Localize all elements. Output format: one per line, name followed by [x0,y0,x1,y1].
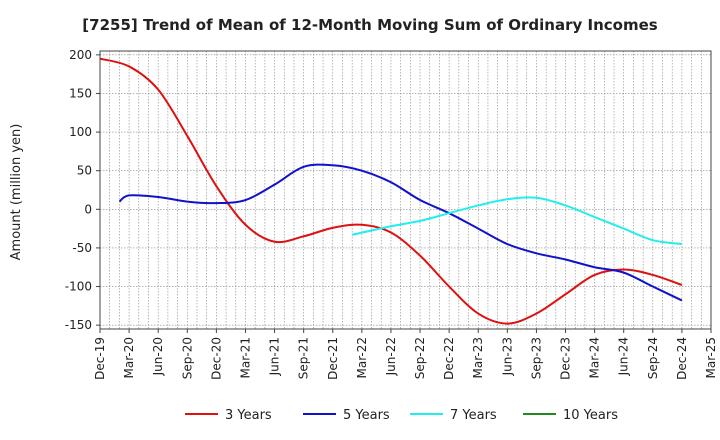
x-tick-label: Mar-22 [355,337,369,378]
x-tick-label: Dec-21 [326,337,340,380]
x-tick-label: Jun-23 [500,337,514,376]
legend-item: 10 Years [523,408,618,423]
plot-border [99,50,712,330]
legend-item: 7 Years [410,408,497,423]
x-tick-label: Sep-20 [180,337,194,379]
x-tick-label: Jun-24 [617,337,631,376]
x-tick-label: Mar-21 [238,337,252,378]
x-tick-label: Sep-23 [529,337,543,379]
series-line-5-years [118,163,683,302]
x-tick-label: Sep-21 [297,337,311,379]
series-line-3-years [99,57,683,325]
x-tick-label: Dec-23 [559,337,573,380]
legend-item: 3 Years [185,408,272,423]
y-tick-label: 0 [84,202,92,216]
x-tick-label: Mar-24 [588,337,602,378]
legend-label: 5 Years [343,408,390,423]
x-tick-label: Dec-22 [442,337,456,380]
y-tick-label: 50 [77,164,92,178]
series-line-7-years [352,196,683,246]
x-tick-label: Sep-22 [413,337,427,379]
x-tick-label: Sep-24 [646,337,660,379]
legend-label: 3 Years [225,408,272,423]
x-tick-label: Jun-22 [384,337,398,376]
x-tick-label: Dec-24 [675,337,689,380]
legend-item: 5 Years [303,408,390,423]
y-axis-label: Amount (million yen) [9,124,24,261]
y-tick-label: -150 [65,318,92,332]
legend-label: 10 Years [563,408,618,423]
y-tick-label: -100 [65,280,92,294]
legend-label: 7 Years [450,408,497,423]
chart-title: [7255] Trend of Mean of 12-Month Moving … [82,16,657,34]
x-tick-label: Jun-20 [151,337,165,376]
y-tick-label: 150 [69,86,92,100]
x-tick-label: Mar-20 [122,337,136,378]
x-tick-label: Dec-19 [93,337,107,380]
x-tick-label: Mar-25 [704,337,718,378]
y-tick-label: 200 [69,48,92,62]
x-tick-label: Dec-20 [209,337,223,380]
x-tick-label: Mar-23 [471,337,485,378]
x-tick-label: Jun-21 [268,337,282,376]
y-tick-label: -50 [72,241,92,255]
y-tick-label: 100 [69,125,92,139]
